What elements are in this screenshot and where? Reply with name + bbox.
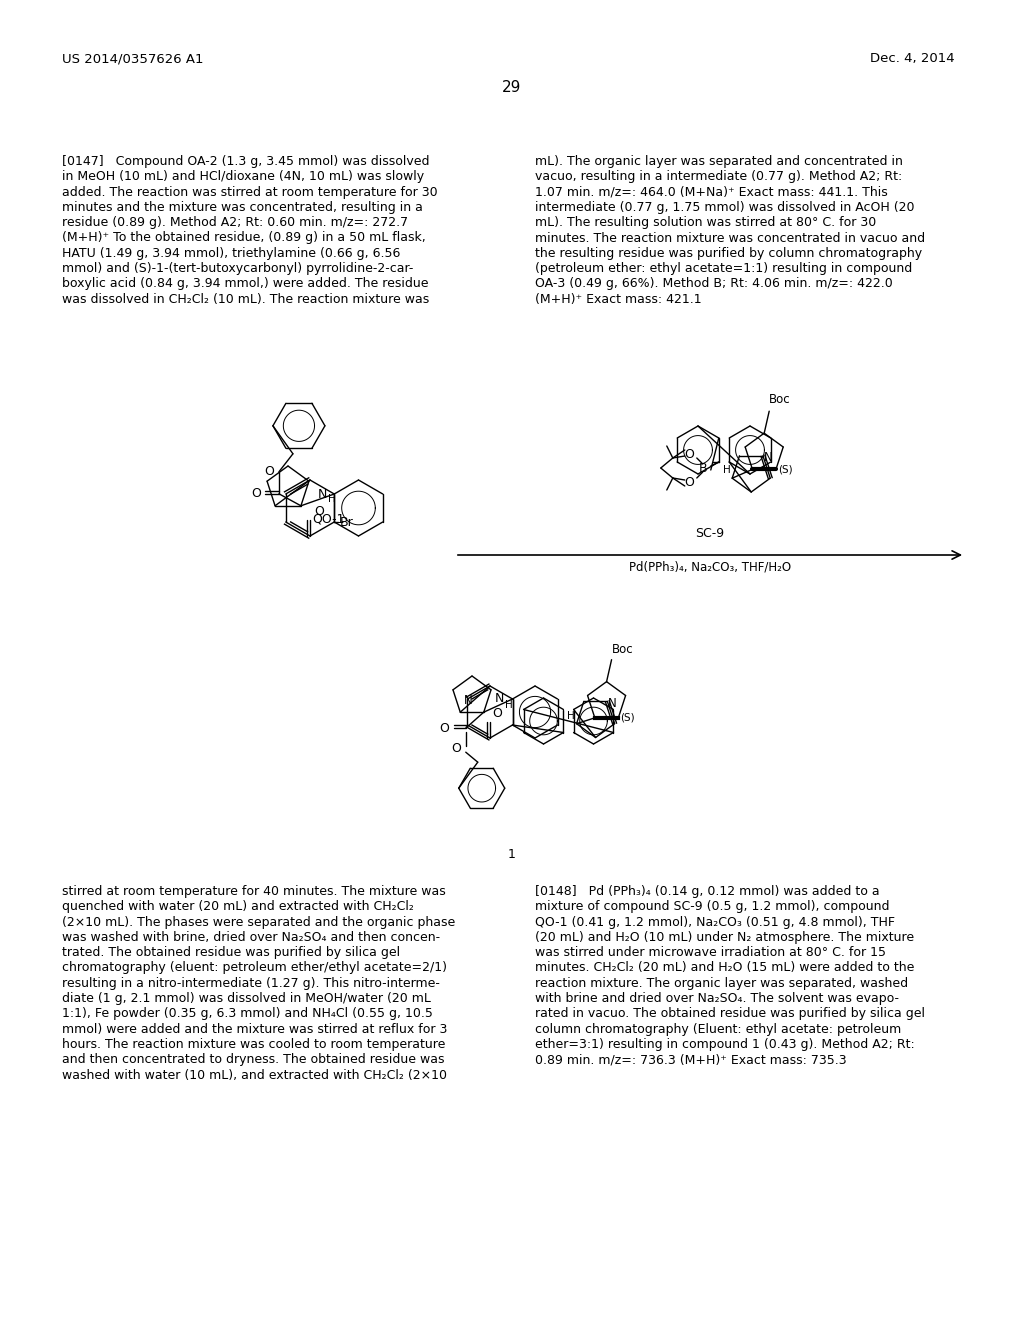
Text: O: O [492, 708, 502, 719]
Text: quenched with water (20 mL) and extracted with CH₂Cl₂: quenched with water (20 mL) and extracte… [62, 900, 414, 913]
Text: O: O [314, 506, 324, 517]
Text: mixture of compound SC-9 (0.5 g, 1.2 mmol), compound: mixture of compound SC-9 (0.5 g, 1.2 mmo… [535, 900, 890, 913]
Text: Boc: Boc [769, 393, 791, 407]
Text: OA-3 (0.49 g, 66%). Method B; Rt: 4.06 min. m/z=: 422.0: OA-3 (0.49 g, 66%). Method B; Rt: 4.06 m… [535, 277, 893, 290]
Text: N: N [318, 487, 328, 500]
Text: Br: Br [340, 516, 354, 528]
Text: rated in vacuo. The obtained residue was purified by silica gel: rated in vacuo. The obtained residue was… [535, 1007, 925, 1020]
Text: H: H [566, 710, 574, 721]
Text: N: N [608, 697, 617, 710]
Text: residue (0.89 g). Method A2; Rt: 0.60 min. m/z=: 272.7: residue (0.89 g). Method A2; Rt: 0.60 mi… [62, 216, 409, 230]
Text: N: N [764, 451, 773, 465]
Text: (M+H)⁺ Exact mass: 421.1: (M+H)⁺ Exact mass: 421.1 [535, 293, 701, 306]
Text: mL). The resulting solution was stirred at 80° C. for 30: mL). The resulting solution was stirred … [535, 216, 877, 230]
Text: hours. The reaction mixture was cooled to room temperature: hours. The reaction mixture was cooled t… [62, 1038, 445, 1051]
Text: O: O [684, 475, 693, 488]
Text: ether=3:1) resulting in compound 1 (0.43 g). Method A2; Rt:: ether=3:1) resulting in compound 1 (0.43… [535, 1038, 914, 1051]
Text: column chromatography (Eluent: ethyl acetate: petroleum: column chromatography (Eluent: ethyl ace… [535, 1023, 901, 1036]
Text: O: O [439, 722, 449, 735]
Text: mmol) and (S)-1-(tert-butoxycarbonyl) pyrrolidine-2-car-: mmol) and (S)-1-(tert-butoxycarbonyl) py… [62, 263, 414, 275]
Text: H: H [505, 700, 512, 710]
Text: 29: 29 [503, 81, 521, 95]
Text: 1: 1 [508, 847, 516, 861]
Text: B: B [698, 462, 708, 474]
Text: (M+H)⁺ To the obtained residue, (0.89 g) in a 50 mL flask,: (M+H)⁺ To the obtained residue, (0.89 g)… [62, 231, 426, 244]
Text: mL). The organic layer was separated and concentrated in: mL). The organic layer was separated and… [535, 154, 903, 168]
Text: boxylic acid (0.84 g, 3.94 mmol,) were added. The residue: boxylic acid (0.84 g, 3.94 mmol,) were a… [62, 277, 428, 290]
Text: the resulting residue was purified by column chromatography: the resulting residue was purified by co… [535, 247, 923, 260]
Text: H: H [723, 465, 731, 475]
Text: intermediate (0.77 g, 1.75 mmol) was dissolved in AcOH (20: intermediate (0.77 g, 1.75 mmol) was dis… [535, 201, 914, 214]
Text: (S): (S) [778, 465, 793, 474]
Text: mmol) were added and the mixture was stirred at reflux for 3: mmol) were added and the mixture was sti… [62, 1023, 447, 1036]
Text: N: N [464, 693, 472, 706]
Text: SC-9: SC-9 [695, 527, 725, 540]
Text: reaction mixture. The organic layer was separated, washed: reaction mixture. The organic layer was … [535, 977, 908, 990]
Text: with brine and dried over Na₂SO₄. The solvent was evapo-: with brine and dried over Na₂SO₄. The so… [535, 993, 899, 1005]
Text: chromatography (eluent: petroleum ether/ethyl acetate=2/1): chromatography (eluent: petroleum ether/… [62, 961, 447, 974]
Text: trated. The obtained residue was purified by silica gel: trated. The obtained residue was purifie… [62, 946, 400, 960]
Text: O: O [251, 487, 261, 500]
Text: diate (1 g, 2.1 mmol) was dissolved in MeOH/water (20 mL: diate (1 g, 2.1 mmol) was dissolved in M… [62, 993, 431, 1005]
Text: O: O [684, 447, 693, 461]
Text: QO-1: QO-1 [312, 512, 345, 525]
Text: (S): (S) [621, 713, 635, 723]
Text: 0.89 min. m/z=: 736.3 (M+H)⁺ Exact mass: 735.3: 0.89 min. m/z=: 736.3 (M+H)⁺ Exact mass:… [535, 1053, 847, 1067]
Text: O: O [264, 465, 273, 478]
Text: was dissolved in CH₂Cl₂ (10 mL). The reaction mixture was: was dissolved in CH₂Cl₂ (10 mL). The rea… [62, 293, 429, 306]
Text: HATU (1.49 g, 3.94 mmol), triethylamine (0.66 g, 6.56: HATU (1.49 g, 3.94 mmol), triethylamine … [62, 247, 400, 260]
Text: stirred at room temperature for 40 minutes. The mixture was: stirred at room temperature for 40 minut… [62, 884, 445, 898]
Text: (petroleum ether: ethyl acetate=1:1) resulting in compound: (petroleum ether: ethyl acetate=1:1) res… [535, 263, 912, 275]
Text: minutes. CH₂Cl₂ (20 mL) and H₂O (15 mL) were added to the: minutes. CH₂Cl₂ (20 mL) and H₂O (15 mL) … [535, 961, 914, 974]
Text: 1:1), Fe powder (0.35 g, 6.3 mmol) and NH₄Cl (0.55 g, 10.5: 1:1), Fe powder (0.35 g, 6.3 mmol) and N… [62, 1007, 433, 1020]
Text: 1.07 min. m/z=: 464.0 (M+Na)⁺ Exact mass: 441.1. This: 1.07 min. m/z=: 464.0 (M+Na)⁺ Exact mass… [535, 186, 888, 198]
Text: (2×10 mL). The phases were separated and the organic phase: (2×10 mL). The phases were separated and… [62, 916, 456, 928]
Text: resulting in a nitro-intermediate (1.27 g). This nitro-interme-: resulting in a nitro-intermediate (1.27 … [62, 977, 440, 990]
Text: [0147]   Compound OA-2 (1.3 g, 3.45 mmol) was dissolved: [0147] Compound OA-2 (1.3 g, 3.45 mmol) … [62, 154, 429, 168]
Text: minutes and the mixture was concentrated, resulting in a: minutes and the mixture was concentrated… [62, 201, 423, 214]
Text: vacuo, resulting in a intermediate (0.77 g). Method A2; Rt:: vacuo, resulting in a intermediate (0.77… [535, 170, 902, 183]
Text: minutes. The reaction mixture was concentrated in vacuo and: minutes. The reaction mixture was concen… [535, 231, 925, 244]
Text: added. The reaction was stirred at room temperature for 30: added. The reaction was stirred at room … [62, 186, 437, 198]
Text: [0148]   Pd (PPh₃)₄ (0.14 g, 0.12 mmol) was added to a: [0148] Pd (PPh₃)₄ (0.14 g, 0.12 mmol) wa… [535, 884, 880, 898]
Text: N: N [495, 693, 504, 705]
Text: was stirred under microwave irradiation at 80° C. for 15: was stirred under microwave irradiation … [535, 946, 886, 960]
Text: washed with water (10 mL), and extracted with CH₂Cl₂ (2×10: washed with water (10 mL), and extracted… [62, 1069, 447, 1081]
Text: O: O [451, 742, 461, 755]
Text: (20 mL) and H₂O (10 mL) under N₂ atmosphere. The mixture: (20 mL) and H₂O (10 mL) under N₂ atmosph… [535, 931, 914, 944]
Text: QO-1 (0.41 g, 1.2 mmol), Na₂CO₃ (0.51 g, 4.8 mmol), THF: QO-1 (0.41 g, 1.2 mmol), Na₂CO₃ (0.51 g,… [535, 916, 895, 928]
Text: H: H [329, 494, 336, 504]
Text: in MeOH (10 mL) and HCl/dioxane (4N, 10 mL) was slowly: in MeOH (10 mL) and HCl/dioxane (4N, 10 … [62, 170, 424, 183]
Text: and then concentrated to dryness. The obtained residue was: and then concentrated to dryness. The ob… [62, 1053, 444, 1067]
Text: Pd(PPh₃)₄, Na₂CO₃, THF/H₂O: Pd(PPh₃)₄, Na₂CO₃, THF/H₂O [629, 561, 792, 574]
Text: was washed with brine, dried over Na₂SO₄ and then concen-: was washed with brine, dried over Na₂SO₄… [62, 931, 440, 944]
Text: Boc: Boc [611, 643, 633, 656]
Text: Dec. 4, 2014: Dec. 4, 2014 [870, 51, 954, 65]
Text: US 2014/0357626 A1: US 2014/0357626 A1 [62, 51, 204, 65]
